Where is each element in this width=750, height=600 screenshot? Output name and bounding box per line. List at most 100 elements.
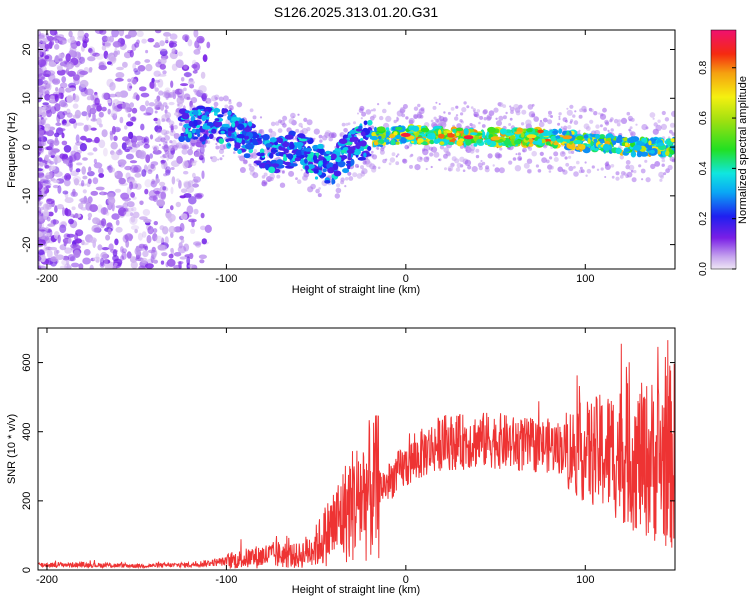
halo-blob	[456, 162, 462, 168]
halo-blob	[596, 168, 600, 171]
halo-blob	[589, 108, 594, 113]
halo-blob	[568, 155, 572, 159]
noise-blob	[199, 259, 205, 264]
ridge-blob	[590, 140, 594, 148]
ridge-blob	[593, 148, 599, 151]
halo-blob	[353, 121, 356, 125]
ridge-blob	[318, 154, 322, 161]
halo-blob	[438, 103, 441, 105]
ridge-blob	[669, 149, 675, 155]
noise-blob	[171, 48, 177, 55]
halo-blob	[396, 110, 403, 117]
ridge-blob	[433, 139, 440, 144]
noise-blob	[117, 159, 127, 166]
halo-blob	[517, 152, 522, 156]
ridge-blob	[537, 129, 544, 134]
ridge-blob	[600, 140, 604, 144]
colorbar-label: Normalized spectral amplitude	[737, 76, 749, 224]
noise-blob	[112, 102, 116, 111]
spectrogram-xtick-label: 100	[576, 273, 594, 285]
halo-blob	[270, 121, 276, 127]
halo-blob	[600, 167, 604, 171]
ridge-blob	[470, 132, 478, 136]
halo-blob	[361, 111, 367, 117]
noise-blob	[128, 131, 134, 140]
halo-blob	[360, 165, 364, 170]
noise-blob	[146, 235, 152, 244]
ridge-blob	[371, 131, 377, 137]
noise-blob	[65, 174, 72, 180]
noise-blob	[160, 191, 167, 200]
noise-blob	[145, 100, 150, 107]
halo-blob	[548, 110, 552, 115]
ridge-blob	[214, 118, 220, 122]
halo-blob	[303, 117, 308, 122]
halo-blob	[549, 165, 554, 170]
noise-blob	[101, 129, 108, 138]
ridge-blob	[341, 149, 347, 154]
halo-blob	[649, 112, 656, 118]
halo-blob	[371, 154, 378, 160]
ridge-blob	[367, 146, 372, 151]
noise-blob	[44, 164, 50, 169]
noise-blob	[38, 255, 42, 262]
noise-blob	[189, 160, 198, 164]
noise-blob	[73, 144, 78, 153]
ridge-blob	[612, 140, 617, 145]
halo-blob	[279, 182, 286, 188]
halo-blob	[432, 105, 437, 110]
spectrogram-ytick-label: 0	[21, 144, 33, 150]
halo-blob	[505, 111, 508, 115]
noise-blob	[166, 258, 176, 267]
noise-blob	[38, 124, 42, 130]
noise-blob	[106, 99, 112, 104]
halo-blob	[395, 161, 400, 166]
ridge-blob	[357, 156, 366, 161]
halo-blob	[463, 101, 467, 105]
figure-title: S126.2025.313.01.20.G31	[274, 4, 438, 20]
halo-blob	[352, 172, 358, 178]
halo-blob	[414, 164, 421, 171]
halo-blob	[586, 168, 592, 174]
noise-blob	[143, 143, 150, 149]
spectrogram-marks	[38, 30, 675, 269]
halo-blob	[455, 105, 459, 109]
halo-blob	[438, 158, 440, 161]
ridge-blob	[633, 144, 642, 151]
noise-blob	[74, 213, 79, 219]
noise-blob	[115, 219, 120, 226]
noise-blob	[124, 233, 134, 241]
ridge-blob	[185, 128, 189, 135]
halo-blob	[483, 117, 487, 121]
noise-blob	[100, 251, 108, 260]
noise-blob	[132, 211, 140, 219]
noise-blob	[183, 170, 189, 175]
halo-blob	[589, 119, 594, 124]
noise-blob	[82, 40, 88, 49]
noise-blob	[81, 242, 89, 246]
noise-blob	[124, 125, 128, 130]
halo-blob	[464, 159, 472, 166]
halo-blob	[630, 170, 634, 173]
noise-blob	[38, 239, 46, 246]
noise-blob	[57, 185, 62, 194]
halo-blob	[526, 158, 533, 164]
ridge-blob	[367, 119, 373, 126]
noise-blob	[74, 51, 81, 58]
halo-blob	[328, 136, 334, 142]
noise-blob	[72, 93, 76, 101]
noise-blob	[144, 179, 152, 188]
ridge-blob	[666, 140, 672, 145]
halo-blob	[295, 128, 300, 133]
noise-blob	[139, 104, 146, 112]
noise-blob	[194, 194, 203, 200]
ridge-blob	[487, 126, 496, 133]
noise-blob	[110, 113, 116, 118]
halo-blob	[535, 164, 540, 168]
halo-blob	[249, 108, 254, 113]
noise-blob	[107, 228, 112, 235]
halo-blob	[518, 104, 523, 109]
noise-blob	[134, 247, 141, 256]
noise-blob	[82, 157, 88, 161]
halo-blob	[626, 171, 633, 178]
